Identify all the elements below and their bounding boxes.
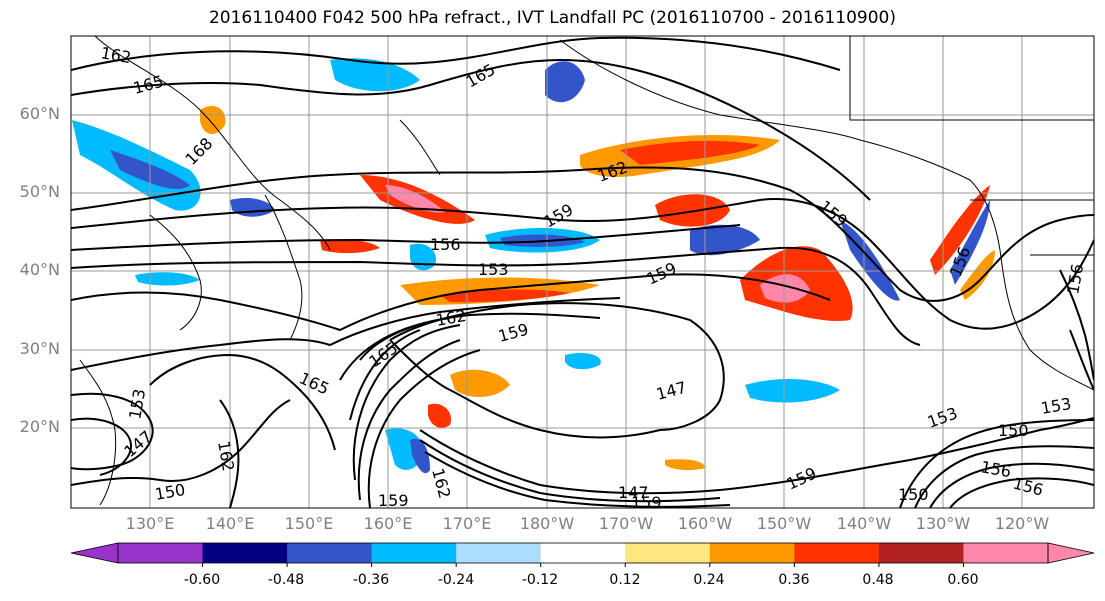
lon-label: 120°W <box>994 514 1050 533</box>
lon-label: 130°E <box>125 514 175 533</box>
lat-label: 20°N <box>19 417 60 436</box>
contour-label: 156 <box>430 235 461 254</box>
colorbar-tick-label: -0.48 <box>267 572 305 588</box>
lon-label: 150°E <box>284 514 334 533</box>
lat-label: 40°N <box>19 260 60 279</box>
contour-label: 153 <box>478 260 509 279</box>
lat-label: 30°N <box>19 339 60 358</box>
graticule <box>71 36 1094 508</box>
colorbar-segment <box>878 543 964 563</box>
colorbar-tick-label: -0.24 <box>437 572 475 588</box>
coastlines <box>79 36 1094 506</box>
lon-label: 180°W <box>519 514 575 533</box>
lon-label: 130°W <box>915 514 971 533</box>
contour-label: 147 <box>618 483 649 502</box>
colorbar-tick-label: -0.60 <box>183 572 221 588</box>
colorbar-segment <box>963 543 1049 563</box>
colorbar-segment <box>709 543 795 563</box>
colorbar-segment <box>540 543 626 563</box>
colorbar-segment <box>456 543 542 563</box>
colorbar-segment <box>202 543 288 563</box>
lon-label: 170°E <box>442 514 492 533</box>
contour-label: 159 <box>631 493 662 512</box>
colorbar-tick-label: 0.12 <box>609 572 641 588</box>
colorbar-min-arrow <box>70 542 119 564</box>
lon-label: 160°E <box>363 514 413 533</box>
lon-label: 150°W <box>756 514 812 533</box>
lat-label: 60°N <box>19 104 60 123</box>
lon-label: 170°W <box>598 514 654 533</box>
colorbar-tick-label: 0.60 <box>947 572 979 588</box>
colorbar-tick-label: -0.36 <box>352 572 390 588</box>
colorbar-frame <box>117 542 1049 564</box>
colorbar-segment <box>625 543 711 563</box>
colorbar-segment <box>118 543 204 563</box>
map-title: 2016110400 F042 500 hPa refract., IVT La… <box>208 8 896 28</box>
map-frame <box>70 35 1095 509</box>
contour-label: 150 <box>898 485 929 504</box>
colorbar-tick-label: 0.24 <box>693 572 725 588</box>
lon-label: 140°E <box>205 514 255 533</box>
colorbar-tick-label: 0.36 <box>778 572 810 588</box>
contour-label: 150 <box>998 421 1029 440</box>
colorbar-segment <box>794 543 880 563</box>
lon-label: 160°W <box>677 514 733 533</box>
contour-label: 159 <box>378 491 409 510</box>
contour-lines <box>71 36 1094 508</box>
lat-label: 50°N <box>19 182 60 201</box>
colorbar-max-arrow <box>1047 542 1095 564</box>
colorbar-segment <box>371 543 457 563</box>
colorbar-segment <box>287 543 373 563</box>
colorbar-tick-label: 0.48 <box>862 572 894 588</box>
colorbar-tick-label: -0.12 <box>521 572 559 588</box>
lon-label: 140°W <box>836 514 892 533</box>
